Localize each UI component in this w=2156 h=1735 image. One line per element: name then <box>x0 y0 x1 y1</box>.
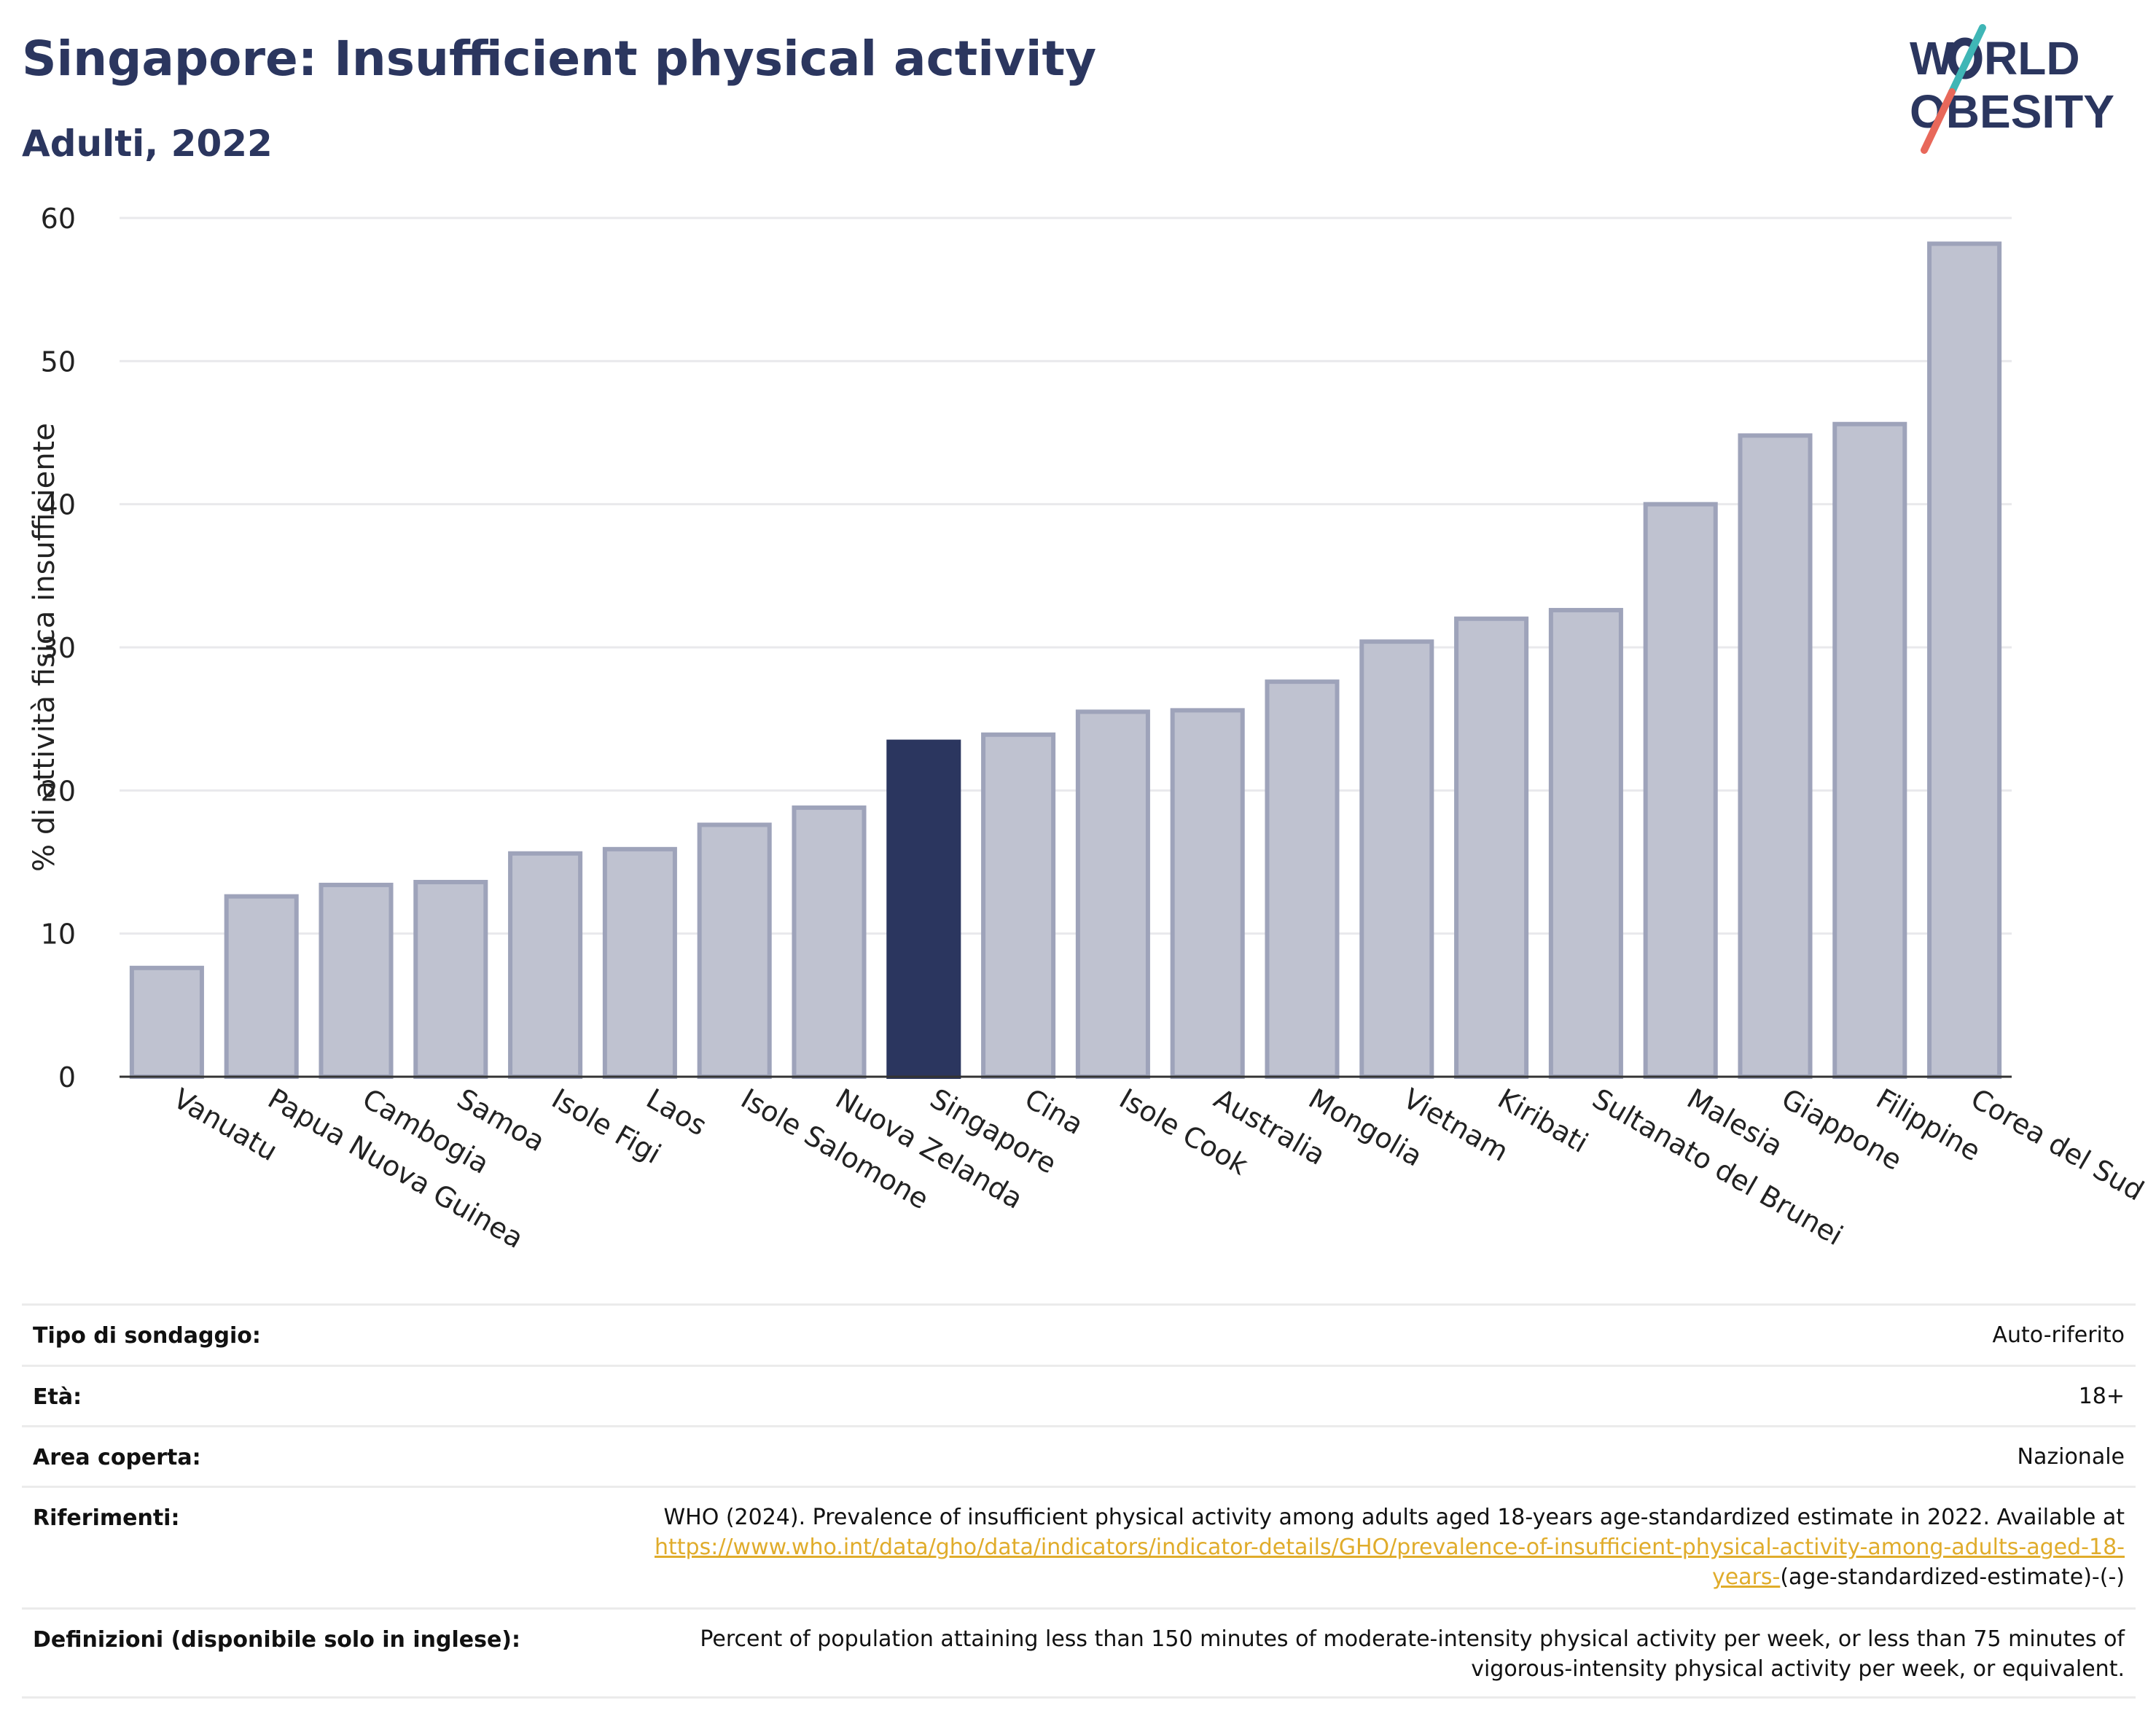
meta-label: Definizioni (disponibile solo in inglese… <box>33 1627 520 1653</box>
bar <box>413 879 488 1080</box>
meta-label: Area coperta: <box>33 1445 201 1470</box>
y-tick-label: 50 <box>41 346 76 378</box>
y-axis-title: % di attività fisica insufficiente <box>28 423 61 872</box>
chart-subtitle: Adulti, 2022 <box>22 122 273 165</box>
y-tick-label: 40 <box>41 489 76 521</box>
bar <box>224 894 299 1079</box>
world-obesity-logo: W RLD OBESITY <box>1910 24 2114 154</box>
meta-value: Nazionale <box>2017 1444 2125 1470</box>
svg-text:RLD: RLD <box>1984 32 2080 85</box>
bar <box>1170 708 1245 1079</box>
meta-value: WHO (2024). Prevalence of insufficient p… <box>630 1488 2125 1592</box>
y-tick-label: 20 <box>41 775 76 807</box>
bar <box>602 846 677 1079</box>
bar <box>319 882 394 1079</box>
chart-title: Singapore: Insufficient physical activit… <box>22 31 1097 87</box>
bar <box>1265 679 1340 1079</box>
bar <box>1738 433 1813 1079</box>
bar <box>129 965 204 1079</box>
meta-value: 18+ <box>2078 1384 2125 1409</box>
reference-link[interactable]: https://www.who.int/data/gho/data/indica… <box>655 1535 2125 1590</box>
y-tick-label: 30 <box>41 632 76 664</box>
reference-suffix: (age-standardized-estimate)-(-) <box>1780 1564 2125 1590</box>
meta-row-definitions: Definizioni (disponibile solo in inglese… <box>22 1607 2136 1699</box>
bar <box>792 805 867 1079</box>
y-tick-label: 60 <box>41 203 76 235</box>
bar <box>1927 241 2002 1080</box>
bar <box>1548 607 1623 1079</box>
meta-row-references: Riferimenti: WHO (2024). Prevalence of i… <box>22 1486 2136 1607</box>
bar <box>981 732 1056 1079</box>
bar <box>886 739 961 1080</box>
y-tick-label: 0 <box>58 1061 76 1093</box>
reference-text: WHO (2024). Prevalence of insufficient p… <box>663 1505 2125 1530</box>
meta-value: Percent of population attaining less tha… <box>700 1626 2125 1682</box>
bar <box>1075 709 1150 1079</box>
y-tick-label: 10 <box>41 919 76 951</box>
bar <box>508 851 583 1079</box>
meta-label: Riferimenti: <box>33 1505 180 1531</box>
x-tick-label: Isole Figi <box>547 1083 667 1170</box>
bar <box>1832 421 1907 1079</box>
bar <box>1454 616 1529 1079</box>
x-tick-label: Vanuatu <box>168 1083 283 1167</box>
meta-label: Tipo di sondaggio: <box>33 1323 261 1349</box>
x-tick-label: Corea del Sud <box>1966 1083 2149 1207</box>
bar <box>1359 639 1434 1079</box>
meta-row-survey-type: Tipo di sondaggio: Auto-riferito <box>22 1303 2136 1365</box>
meta-label: Età: <box>33 1384 82 1410</box>
bar <box>697 822 772 1080</box>
svg-text:W: W <box>1910 32 1954 85</box>
meta-row-area: Area coperta: Nazionale <box>22 1425 2136 1486</box>
metadata-table: Tipo di sondaggio: Auto-riferito Età: 18… <box>22 1303 2136 1699</box>
x-tick-label: Cina <box>1020 1083 1089 1141</box>
meta-row-age: Età: 18+ <box>22 1365 2136 1425</box>
meta-value: Auto-riferito <box>1992 1322 2125 1348</box>
bar <box>1643 502 1718 1079</box>
